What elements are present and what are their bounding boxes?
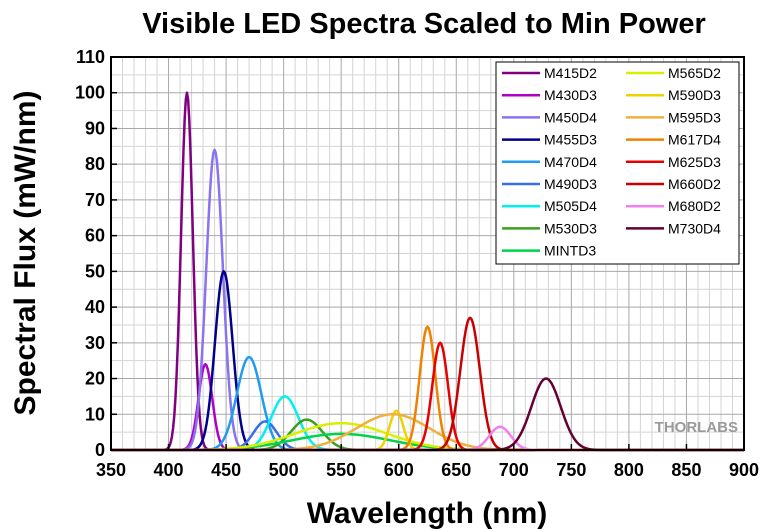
legend-label-m530d3: M530D3 [544,220,597,236]
legend-label-m430d3: M430D3 [544,87,597,103]
legend-label-m470d4: M470D4 [544,154,597,170]
y-tick-label: 50 [85,261,105,281]
chart-title: Visible LED Spectra Scaled to Min Power [142,8,706,40]
legend: M415D2 M430D3 M450D4 M455D3 M470D4 M490D3 M505… [495,61,740,265]
legend-label-m590d3: M590D3 [668,87,721,103]
legend-label-m730d4: M730D4 [668,220,721,236]
x-tick-label: 800 [614,460,644,480]
y-tick-label: 90 [85,118,105,138]
y-tick-label: 0 [95,440,105,460]
y-tick-label: 80 [85,154,105,174]
x-tick-label: 700 [499,460,529,480]
x-axis-title: Wavelength (nm) [307,497,548,530]
y-tick-label: 110 [76,47,105,67]
thorlabs-watermark: THORLABS [655,419,738,436]
y-tick-label: 40 [85,297,105,317]
x-tick-label: 350 [96,460,126,480]
x-tick-label: 850 [671,460,701,480]
legend-label-m505d4: M505D4 [544,198,597,214]
y-tick-label: 20 [85,369,105,389]
legend-label-m415d2: M415D2 [544,65,597,81]
y-tick-label: 60 [85,226,105,246]
x-axis-ticks: 350 400 450 500 550 600 650 700 750 800 850 900 [96,444,759,480]
legend-label-m680d2: M680D2 [668,198,721,214]
legend-label-m565d2: M565D2 [668,65,721,81]
y-axis-title: Spectral Flux (mW/nm) [9,90,42,415]
x-tick-label: 500 [269,460,299,480]
legend-label-m455d3: M455D3 [544,132,597,148]
legend-label-m660d2: M660D2 [668,176,721,192]
x-tick-label: 550 [326,460,356,480]
legend-label-m450d4: M450D4 [544,109,597,125]
plot-frame [110,56,745,451]
y-tick-label: 70 [85,190,105,210]
x-tick-label: 600 [384,460,414,480]
legend-label-m595d3: M595D3 [668,109,721,125]
y-axis-ticks: 0 10 20 30 40 50 60 70 80 90 100 110 [75,47,117,460]
y-tick-label: 10 [85,404,105,424]
series-line-m430d3 [110,363,745,452]
y-tick-label: 30 [85,333,105,353]
legend-label-m490d3: M490D3 [544,176,597,192]
x-tick-label: 650 [441,460,471,480]
legend-label-mintd3: MINTD3 [544,243,596,259]
series-line-m470d4 [110,355,745,452]
legend-label-m617d4: M617D4 [668,132,721,148]
x-tick-label: 900 [729,460,759,480]
x-tick-label: 450 [211,460,241,480]
y-tick-label: 100 [75,83,105,103]
legend-label-m625d3: M625D3 [668,154,721,170]
x-tick-label: 400 [154,460,184,480]
x-tick-label: 750 [556,460,586,480]
